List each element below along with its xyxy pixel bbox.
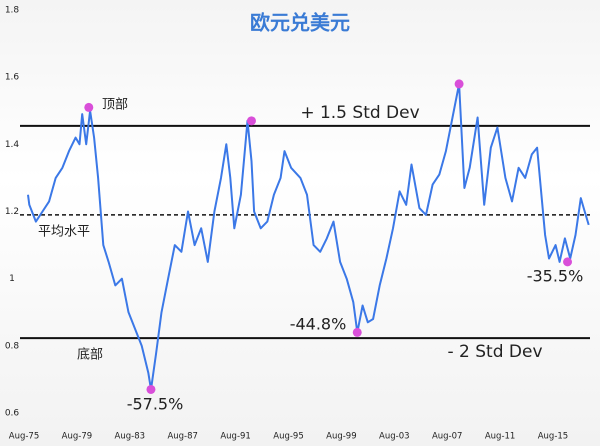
price-line (27, 82, 590, 391)
chart-title: 欧元兑美元 (250, 11, 350, 35)
x-tick-label: Aug-87 (167, 432, 197, 442)
extreme-marker (246, 116, 256, 126)
y-tick-label: 1.2 (5, 207, 19, 217)
y-tick-label: 1 (9, 274, 15, 284)
annotation: 顶部 (102, 98, 128, 113)
extreme-marker (454, 79, 464, 89)
y-tick-label: 1.8 (5, 6, 20, 16)
x-tick-label: Aug-15 (538, 432, 568, 442)
extreme-marker (146, 384, 156, 394)
annotation: -57.5% (127, 395, 184, 414)
y-tick-label: 1.6 (5, 73, 20, 83)
annotation: -35.5% (527, 267, 584, 286)
x-tick-label: Aug-95 (273, 432, 303, 442)
reference-label: - 2 Std Dev (447, 342, 542, 362)
x-tick-label: Aug-91 (220, 432, 250, 442)
reference-label: + 1.5 Std Dev (300, 103, 419, 123)
y-tick-label: 1.4 (5, 140, 20, 150)
x-tick-label: Aug-83 (115, 432, 145, 442)
extreme-marker (563, 257, 573, 267)
extreme-marker (84, 102, 94, 112)
extreme-marker (352, 327, 362, 337)
annotation: 底部 (77, 347, 103, 363)
x-tick-label: Aug-11 (485, 432, 515, 442)
x-tick-label: Aug-75 (9, 432, 39, 442)
y-tick-label: 0.6 (5, 409, 20, 419)
x-tick-label: Aug-03 (379, 432, 409, 442)
y-tick-label: 0.8 (5, 341, 20, 351)
annotation: -44.8% (290, 315, 347, 334)
reference-label: 平均水平 (38, 225, 90, 240)
x-tick-label: Aug-79 (62, 432, 92, 442)
x-tick-label: Aug-99 (326, 432, 356, 442)
x-tick-label: Aug-07 (432, 432, 462, 442)
